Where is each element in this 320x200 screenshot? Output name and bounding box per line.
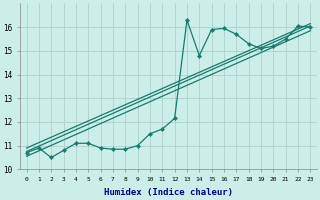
X-axis label: Humidex (Indice chaleur): Humidex (Indice chaleur) xyxy=(104,188,233,197)
